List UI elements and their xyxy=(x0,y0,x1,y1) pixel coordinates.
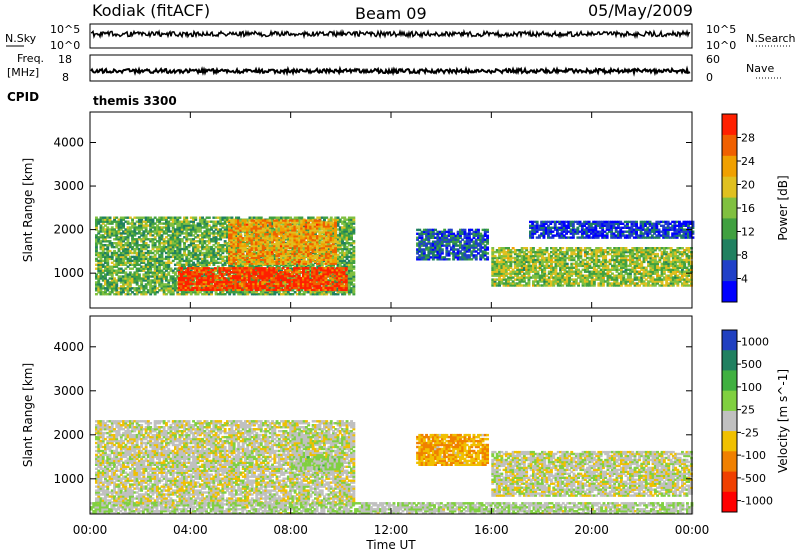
freq-panel-frame xyxy=(90,55,692,81)
nsky-tick-low: 10^0 xyxy=(50,39,80,52)
data-cell xyxy=(277,267,280,269)
nsearch-label: N.Search xyxy=(746,32,796,45)
freq-line xyxy=(91,69,690,73)
data-cell xyxy=(352,283,355,285)
nsearch-tick-high: 10^5 xyxy=(706,23,736,36)
cpid-text: themis 3300 xyxy=(93,94,177,108)
scatter-region xyxy=(178,267,348,291)
data-cell xyxy=(296,219,299,221)
freq-tick-high: 18 xyxy=(58,53,72,66)
data-cell xyxy=(345,267,348,269)
data-cell xyxy=(179,217,182,219)
data-cell xyxy=(352,246,355,248)
nave-tick-low: 0 xyxy=(706,71,713,84)
data-cell xyxy=(180,267,183,269)
data-cell xyxy=(352,240,355,242)
nsky-trace xyxy=(91,32,690,37)
station-title: Kodiak (fitACF) xyxy=(92,1,210,20)
data-cell xyxy=(352,266,355,268)
freq-label: Freq. xyxy=(17,52,44,65)
nsky-tick-high: 10^5 xyxy=(50,23,80,36)
data-cell xyxy=(345,275,348,277)
nsearch-tick-low: 10^0 xyxy=(706,39,736,52)
date-title: 05/May/2009 xyxy=(588,1,693,20)
beam-title: Beam 09 xyxy=(355,4,427,23)
data-cell xyxy=(214,267,217,269)
data-cell xyxy=(271,257,274,259)
cpid-label: CPID xyxy=(7,90,39,104)
data-cell xyxy=(352,217,355,219)
data-cell xyxy=(307,271,310,273)
freq-tick-low: 8 xyxy=(62,71,69,84)
data-cell xyxy=(239,233,242,235)
data-cell xyxy=(147,244,150,246)
nave-label: Nave xyxy=(746,62,774,75)
data-cell xyxy=(109,217,112,219)
nsky-line xyxy=(91,32,690,37)
data-cell xyxy=(352,271,355,273)
nave-tick-high: 60 xyxy=(706,53,720,66)
data-cell xyxy=(352,226,355,228)
freq-trace xyxy=(91,69,690,73)
freq-unit-label: [MHz] xyxy=(7,66,39,79)
data-cell xyxy=(138,273,141,275)
data-cell xyxy=(185,217,188,219)
data-cell xyxy=(208,217,211,219)
nsky-label: N.Sky xyxy=(5,32,37,45)
data-cell xyxy=(307,267,310,269)
data-cell xyxy=(194,217,197,219)
